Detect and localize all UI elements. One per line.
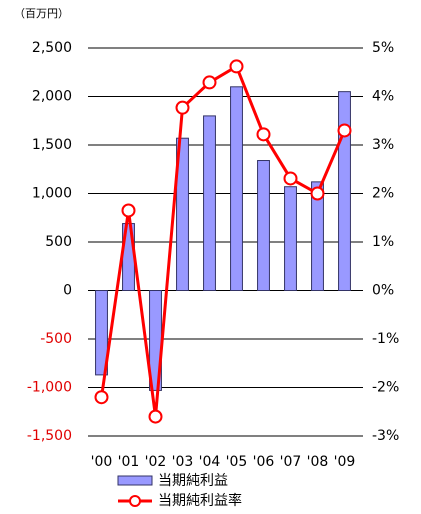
legend-label: 当期純利益 — [158, 473, 228, 489]
line-marker — [337, 123, 352, 138]
y-tick-label: -1,000 — [27, 380, 72, 396]
bar — [338, 91, 351, 292]
x-tick-label: '05 — [226, 454, 248, 470]
y2-tick-label: 4% — [372, 89, 394, 105]
y2-tick-label: 3% — [372, 137, 394, 153]
bar — [95, 290, 108, 376]
bar — [257, 160, 270, 291]
bar — [230, 86, 243, 291]
unit-label: （百万円） — [14, 7, 69, 20]
bar — [176, 137, 189, 291]
line-marker — [202, 75, 217, 90]
x-tick-label: '03 — [172, 454, 194, 470]
x-tick-label: '01 — [118, 454, 140, 470]
y-tick-label: 0 — [63, 283, 72, 299]
y-tick-label: 2,500 — [32, 40, 72, 56]
bar — [284, 186, 297, 292]
x-tick-label: '09 — [334, 454, 356, 470]
line-marker — [148, 409, 163, 424]
legend-label: 当期純利益率 — [158, 492, 242, 509]
line-marker — [256, 127, 271, 142]
line-marker — [121, 203, 136, 218]
y-tick-label: 1,000 — [32, 186, 72, 202]
y2-tick-label: 5% — [372, 40, 394, 56]
line-marker — [175, 100, 190, 115]
y-tick-label: 500 — [45, 234, 72, 250]
x-tick-label: '02 — [145, 454, 167, 470]
bar — [311, 181, 324, 291]
x-tick-label: '07 — [280, 454, 302, 470]
x-tick-label: '04 — [199, 454, 221, 470]
legend-swatch — [129, 495, 141, 507]
y2-tick-label: -2% — [372, 380, 399, 396]
x-tick-label: '06 — [253, 454, 275, 470]
bar — [203, 115, 216, 292]
line — [100, 64, 346, 417]
y2-tick-label: -3% — [372, 428, 399, 444]
line-marker — [94, 390, 109, 405]
x-tick-label: '00 — [91, 454, 113, 470]
y-tick-label: 1,500 — [32, 137, 72, 153]
y2-tick-label: -1% — [372, 331, 399, 347]
y-tick-label: -1,500 — [27, 428, 72, 444]
x-tick-label: '08 — [307, 454, 329, 470]
y-tick-label: 2,000 — [32, 89, 72, 105]
y2-tick-label: 2% — [372, 186, 394, 202]
legend-swatch — [117, 475, 153, 486]
y-tick-label: -500 — [40, 331, 72, 347]
line-marker — [283, 171, 298, 186]
line-marker — [310, 186, 325, 201]
y2-tick-label: 1% — [372, 234, 394, 250]
y2-tick-label: 0% — [372, 283, 394, 299]
line-marker — [229, 59, 244, 74]
